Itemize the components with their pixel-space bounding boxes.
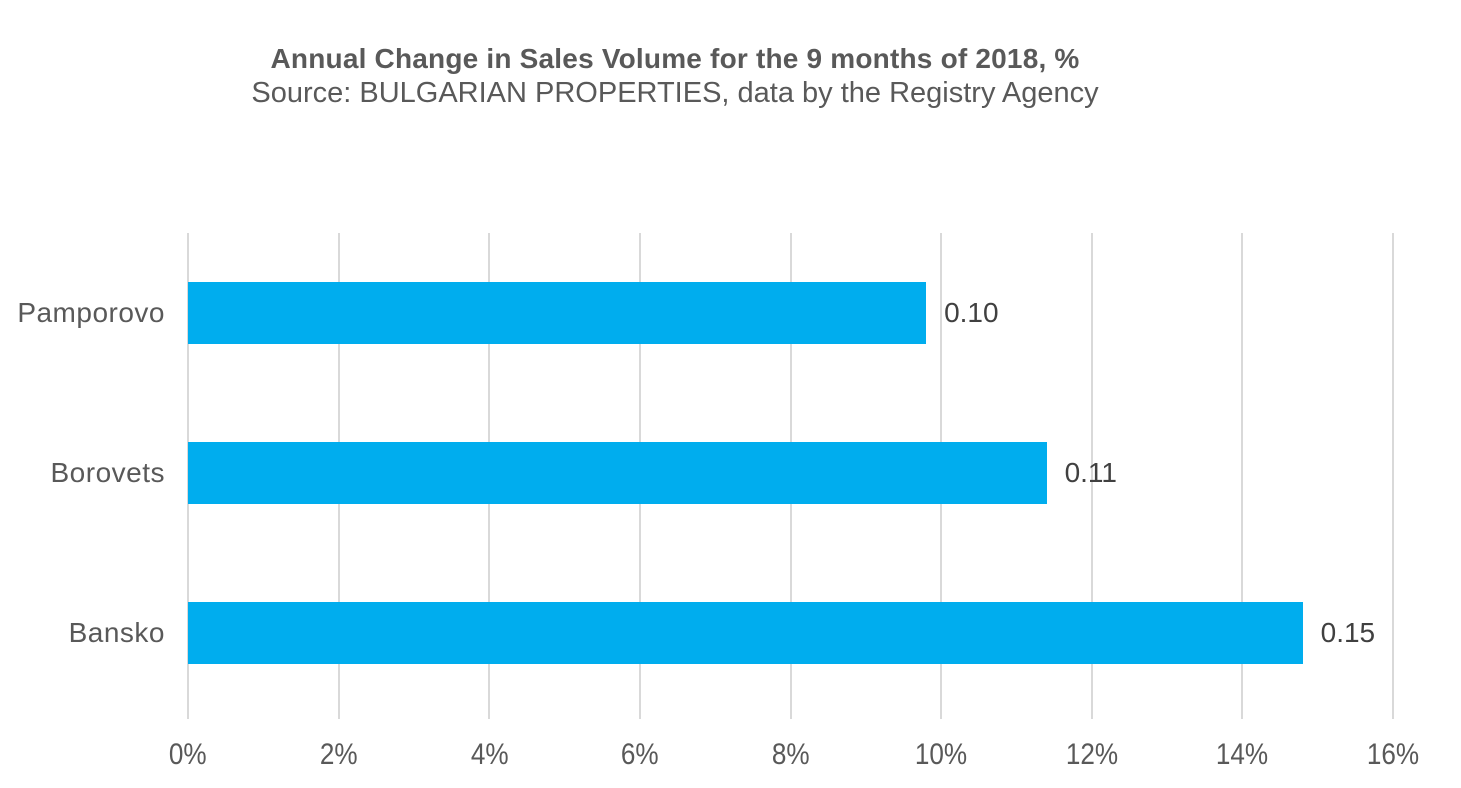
x-tick-label-0%: 0% bbox=[128, 738, 248, 772]
x-tick-label-2%: 2% bbox=[279, 738, 399, 772]
data-label-bansko: 0.15 bbox=[1320, 617, 1376, 648]
x-tick-label-text: 0% bbox=[169, 738, 207, 771]
gridline-16% bbox=[1392, 233, 1394, 719]
x-tick-label-16%: 16% bbox=[1333, 738, 1453, 772]
category-label-bansko: Bansko bbox=[68, 617, 165, 648]
data-label-pamporovo: 0.10 bbox=[944, 297, 999, 328]
chart-header: Annual Change in Sales Volume for the 9 … bbox=[0, 42, 1350, 110]
category-label-borovets: Borovets bbox=[50, 457, 165, 488]
chart-title: Annual Change in Sales Volume for the 9 … bbox=[270, 43, 1080, 74]
x-tick-label-text: 4% bbox=[470, 738, 509, 771]
x-axis: 0% 2% 4% 6% 8% 10% 12% 14% 16% bbox=[169, 738, 1419, 778]
bar-pamporovo bbox=[188, 282, 927, 344]
plot-area: Pamporovo 0.10 Borovets 0.11 Bansko 0.15 bbox=[17, 233, 1394, 719]
bar-borovets bbox=[188, 442, 1047, 504]
x-tick-label-10%: 10% bbox=[881, 738, 1001, 772]
x-tick-label-text: 2% bbox=[319, 738, 358, 771]
bar-bansko bbox=[188, 602, 1303, 664]
x-tick-label-6%: 6% bbox=[580, 738, 700, 772]
chart-row-borovets: Borovets 0.11 bbox=[51, 393, 1393, 553]
x-tick-label-text: 14% bbox=[1216, 738, 1269, 771]
x-tick-label-4%: 4% bbox=[429, 738, 549, 772]
chart-row-bansko: Bansko 0.15 bbox=[69, 553, 1393, 713]
x-tick-label-text: 16% bbox=[1366, 738, 1420, 771]
category-label-pamporovo: Pamporovo bbox=[17, 297, 165, 328]
gridline-14% bbox=[1241, 233, 1244, 719]
x-tick-label-text: 6% bbox=[621, 738, 659, 771]
x-tick-label-14%: 14% bbox=[1182, 738, 1302, 772]
x-tick-label-12%: 12% bbox=[1032, 738, 1152, 772]
x-tick-label-text: 12% bbox=[1065, 738, 1118, 771]
data-label-borovets: 0.11 bbox=[1064, 457, 1117, 488]
gridline-12% bbox=[1090, 233, 1093, 719]
x-tick-label-text: 10% bbox=[914, 738, 968, 771]
chart-row-pamporovo: Pamporovo 0.10 bbox=[17, 233, 1393, 393]
x-tick-label-8%: 8% bbox=[731, 738, 851, 772]
chart-subtitle: Source: BULGARIAN PROPERTIES, data by th… bbox=[251, 77, 1099, 109]
x-tick-label-text: 8% bbox=[771, 738, 810, 771]
